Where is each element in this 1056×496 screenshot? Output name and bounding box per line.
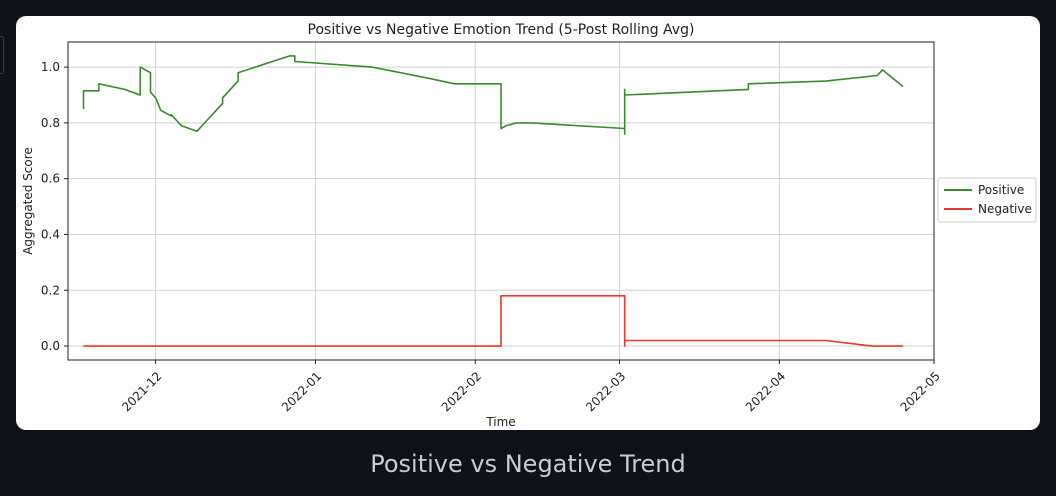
x-tick-label: 2022-01 — [279, 369, 324, 414]
series-line-negative — [83, 294, 904, 347]
y-tick-label: 0.4 — [41, 227, 60, 241]
x-tick-label: 2022-02 — [439, 369, 484, 414]
y-tick-label: 0.8 — [41, 116, 60, 130]
x-ticks: 2021-12 2022-01 2022-02 2022-03 2022-04 2022-… — [119, 360, 943, 414]
series-line-positive — [82, 55, 904, 135]
series-lines — [82, 55, 904, 347]
x-tick-label: 2022-04 — [743, 369, 788, 414]
y-axis-label: Aggregated Score — [21, 147, 35, 255]
plot-frame — [67, 41, 935, 361]
legend-label-negative: Negative — [978, 202, 1032, 216]
y-tick-label: 0.2 — [41, 283, 60, 297]
chart-title: Positive vs Negative Emotion Trend (5-Po… — [308, 22, 695, 38]
chart-card: Positive vs Negative Emotion Trend (5-Po… — [16, 16, 1040, 430]
x-axis-label: Time — [485, 415, 515, 429]
chart-caption: Positive vs Negative Trend — [370, 450, 686, 478]
x-tick-label: 2022-03 — [583, 369, 628, 414]
x-tick-label: 2022-05 — [898, 369, 943, 414]
x-tick-label: 2021-12 — [119, 369, 164, 414]
chart-svg: Positive vs Negative Emotion Trend (5-Po… — [21, 22, 1037, 429]
y-tick-label: 0.0 — [41, 339, 60, 353]
y-tick-label: 1.0 — [41, 60, 60, 74]
legend: Positive Negative — [937, 177, 1037, 223]
sidebar-collapse-handle[interactable] — [0, 36, 4, 74]
y-tick-label: 0.6 — [41, 172, 60, 186]
y-ticks: 0.0 0.2 0.4 0.6 0.8 1.0 — [41, 60, 68, 353]
legend-label-positive: Positive — [978, 183, 1024, 197]
